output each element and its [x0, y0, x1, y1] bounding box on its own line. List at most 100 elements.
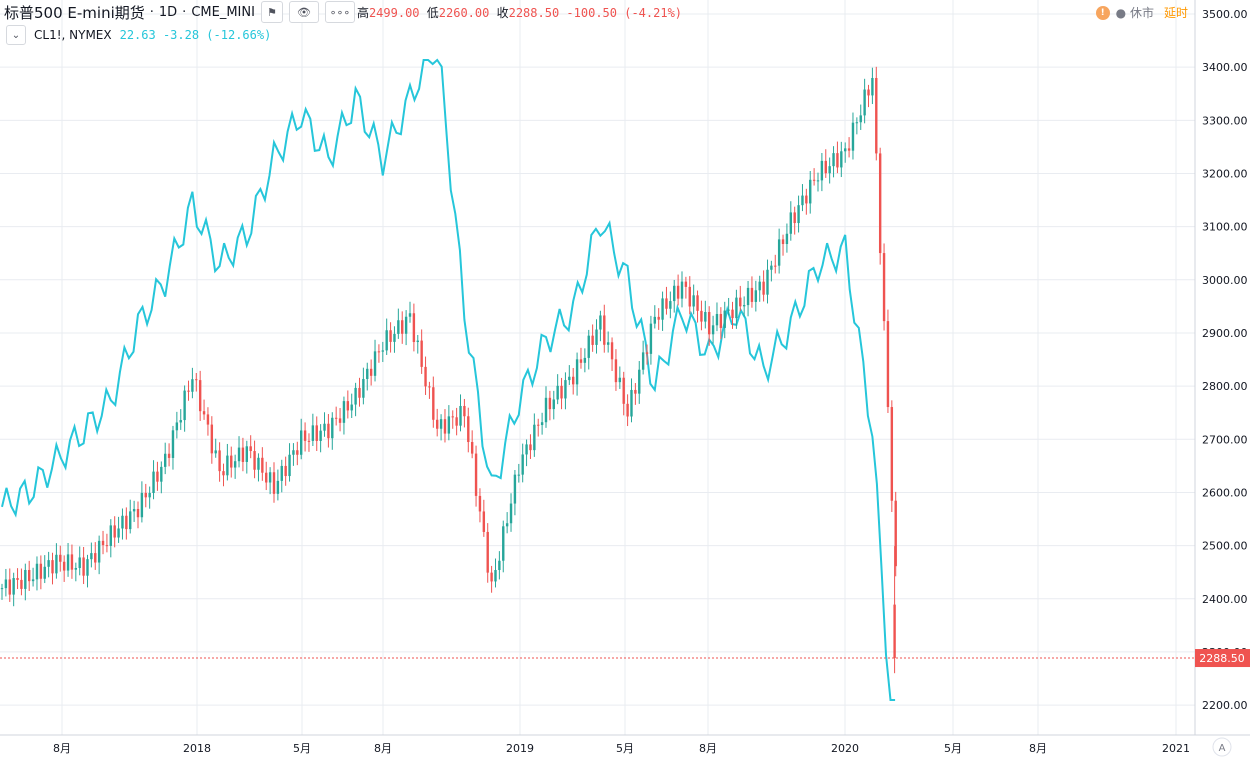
candle: [24, 563, 27, 601]
candle: [377, 344, 381, 363]
candle: [505, 512, 509, 534]
candle: [366, 362, 369, 391]
interval-label[interactable]: 1D: [158, 4, 178, 20]
candle: [754, 280, 758, 312]
candle: [556, 374, 559, 405]
candle: [809, 171, 812, 214]
candle: [393, 326, 396, 353]
candle: [373, 339, 377, 382]
candle: [606, 331, 610, 353]
candle: [548, 390, 552, 421]
y-tick-label: 2600.00: [1202, 486, 1248, 499]
candle: [490, 565, 493, 593]
market-closed-text: 休市: [1129, 6, 1154, 20]
candle: [70, 544, 74, 579]
candle: [187, 380, 190, 401]
candle: [59, 545, 62, 572]
low-label: 低: [426, 5, 439, 20]
candle: [20, 568, 23, 596]
x-tick-label: 2020: [831, 742, 859, 755]
candle: [591, 324, 594, 352]
candle: [893, 546, 896, 674]
candle: [55, 543, 58, 579]
candle: [742, 296, 746, 317]
candle: [218, 442, 221, 482]
candle: [432, 376, 435, 428]
candle: [882, 243, 886, 331]
ohlc-values: 高2499.00 低2260.00 收2288.50 -100.50 (-4.2…: [357, 4, 682, 21]
legend-separator: ·: [182, 4, 187, 20]
y-tick-label: 3000.00: [1202, 274, 1248, 287]
warning-icon[interactable]: !: [1095, 5, 1110, 20]
candle: [517, 463, 520, 483]
candle: [540, 412, 544, 435]
candle: [498, 551, 501, 580]
main-symbol[interactable]: 标普500 E-mini期货: [4, 3, 145, 22]
candle: [793, 206, 796, 235]
compare-symbol[interactable]: CL1!, NYMEX: [34, 28, 112, 42]
candle: [152, 460, 155, 500]
candle: [397, 308, 400, 339]
candle: [428, 381, 431, 399]
eye-icon[interactable]: 👁: [288, 1, 319, 23]
chevron-down-icon[interactable]: ⌄: [6, 25, 26, 45]
auto-scale-button[interactable]: A: [1212, 737, 1232, 757]
candle: [494, 558, 497, 588]
y-tick-label: 2800.00: [1202, 380, 1248, 393]
candle: [875, 66, 878, 161]
y-tick-label: 2500.00: [1202, 540, 1248, 553]
candle: [684, 276, 688, 299]
time-axis[interactable]: 8月 2018 5月 8月 2019 5月 8月 2020 5月 8月 2021: [53, 742, 1190, 755]
candle: [28, 560, 31, 592]
candle: [249, 435, 252, 459]
high-value: 2499.00: [368, 5, 420, 20]
candle: [544, 386, 548, 428]
candle: [401, 311, 404, 344]
candle: [610, 337, 614, 371]
candle: [31, 567, 35, 587]
flag-icon[interactable]: ⚑: [260, 1, 283, 23]
candle: [121, 508, 124, 540]
candle: [599, 310, 602, 342]
candle: [680, 271, 684, 308]
low-value: 2260.00: [438, 5, 490, 20]
candle: [237, 436, 241, 468]
y-tick-label: 2200.00: [1202, 699, 1248, 712]
candle: [533, 413, 536, 457]
x-tick-label: 5月: [944, 742, 962, 755]
candle: [389, 322, 392, 353]
candle: [105, 533, 109, 553]
candle: [777, 228, 781, 274]
candle: [78, 546, 81, 576]
legend-separator: ·: [149, 4, 154, 20]
candle: [183, 385, 186, 432]
candle: [300, 418, 303, 460]
candle: [618, 366, 622, 389]
candle: [486, 523, 489, 583]
compare-values: 22.63 -3.28 (-12.66%): [119, 28, 272, 42]
candle: [871, 67, 874, 105]
current-price-label: 2288.50: [1195, 649, 1250, 668]
candle: [812, 168, 816, 186]
candle: [665, 286, 668, 315]
candle: [704, 300, 707, 329]
candle: [132, 500, 136, 522]
candle: [292, 443, 295, 466]
candle: [327, 414, 330, 448]
candle: [451, 410, 454, 429]
price-axis[interactable]: 3500.00 3400.00 3300.00 3200.00 3100.00 3000.…: [1202, 8, 1248, 712]
candle: [669, 291, 672, 319]
candle: [62, 555, 66, 582]
candle: [268, 467, 272, 495]
x-tick-label: 8月: [374, 742, 392, 755]
candle: [222, 463, 225, 487]
candle: [346, 390, 350, 419]
candle: [844, 142, 847, 163]
candle: [774, 254, 777, 274]
more-options-icon[interactable]: ∘∘∘: [324, 1, 355, 23]
candle: [350, 393, 353, 419]
candle: [51, 552, 54, 585]
candle: [603, 304, 606, 353]
